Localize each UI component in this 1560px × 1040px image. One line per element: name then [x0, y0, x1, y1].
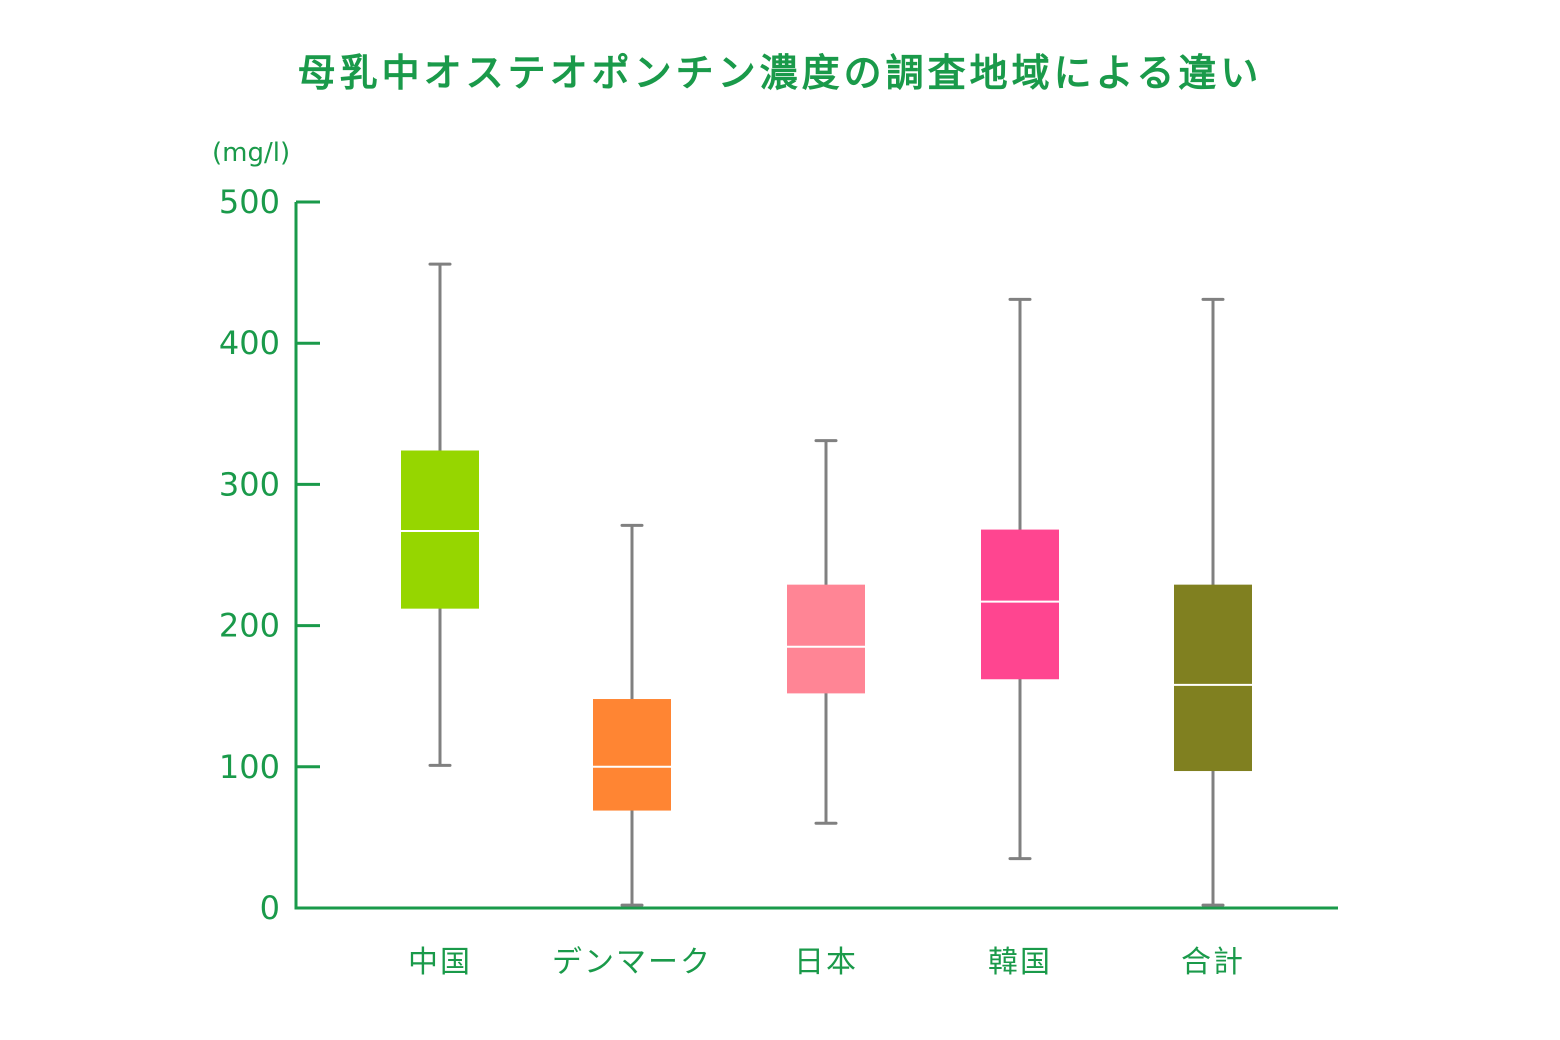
y-tick-label: 300 — [219, 465, 280, 503]
y-axis: 0 100 200 300 400 500 — [219, 183, 320, 927]
y-axis-unit-label: (mg/l) — [212, 138, 290, 168]
y-tick-label: 0 — [260, 889, 280, 927]
box-2 — [593, 523, 671, 907]
category-label: 韓国 — [988, 945, 1052, 980]
box-rect — [787, 584, 865, 694]
category-label: 日本 — [794, 945, 858, 980]
y-tick-label: 100 — [219, 748, 280, 786]
chart-title: 母乳中オステオポンチン濃度の調査地域による違い — [297, 51, 1263, 95]
box-3 — [787, 439, 865, 825]
y-tick-label: 200 — [219, 607, 280, 645]
y-tick-label: 400 — [219, 324, 280, 362]
box-rect — [1174, 584, 1252, 772]
box-series — [401, 262, 1252, 907]
category-label: 合計 — [1181, 945, 1245, 980]
category-label: 中国 — [408, 945, 472, 980]
box-4 — [981, 297, 1059, 861]
box-1 — [401, 262, 479, 767]
box-rect — [401, 450, 479, 609]
box-rect — [981, 529, 1059, 680]
box-rect — [593, 699, 671, 811]
category-labels: 中国 デンマーク 日本 韓国 合計 — [408, 945, 1245, 980]
category-label: デンマーク — [552, 945, 712, 980]
y-tick-label: 500 — [219, 183, 280, 221]
box-5 — [1174, 297, 1252, 907]
